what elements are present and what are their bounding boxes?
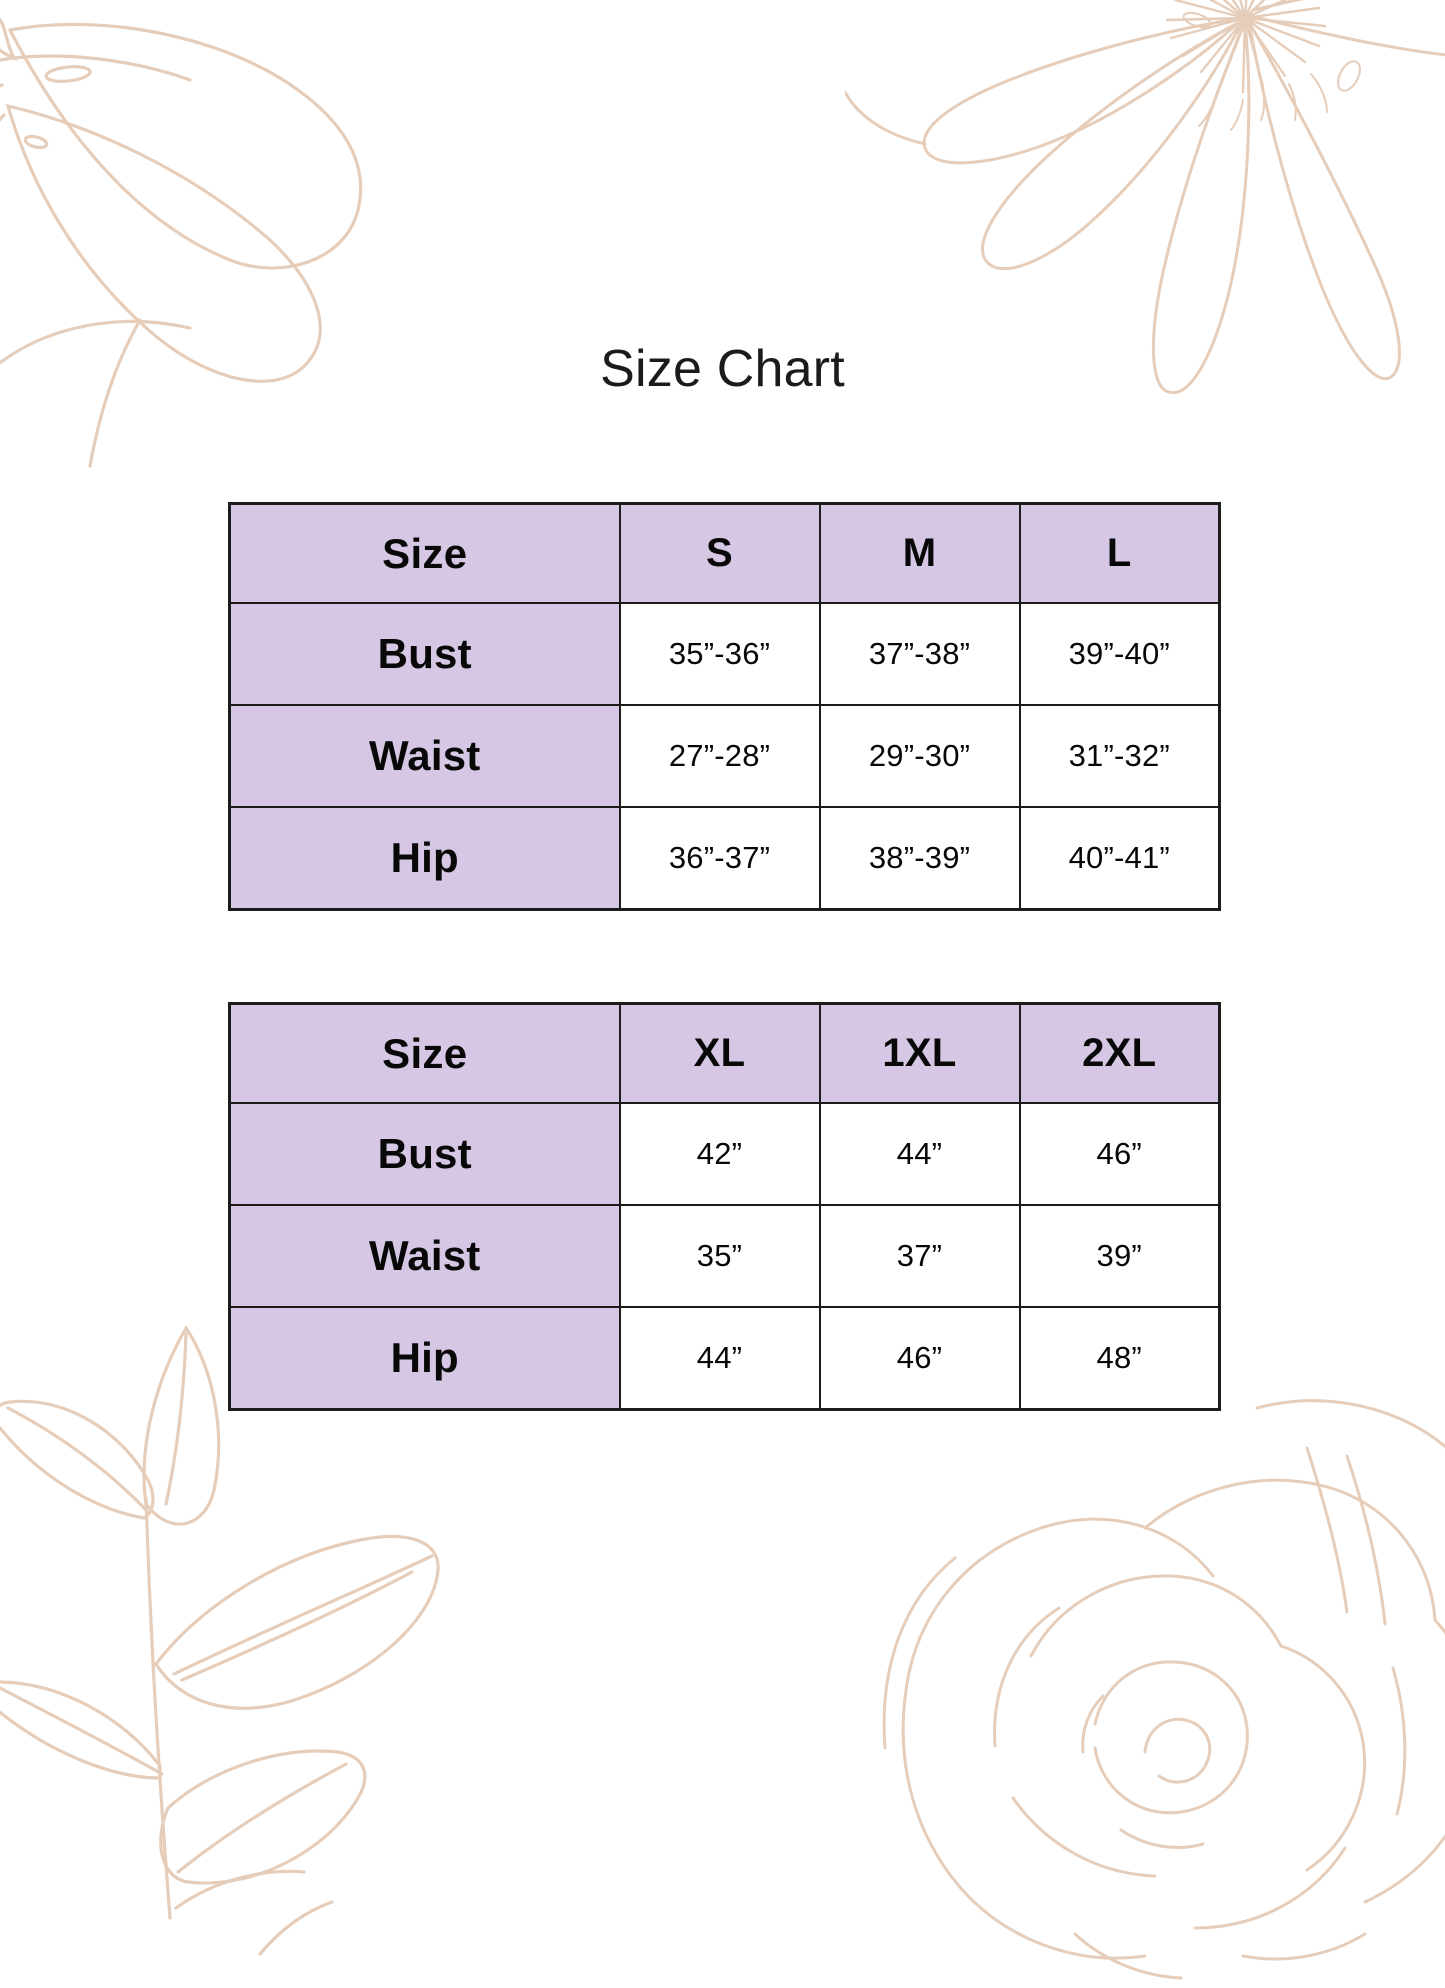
table-header-row: Size S M L (228, 502, 1221, 604)
row-label-bust: Bust (228, 602, 621, 706)
header-cell-m: M (818, 502, 1021, 604)
cell-hip-xl: 44” (618, 1306, 821, 1411)
page-title: Size Chart (600, 340, 845, 398)
cell-waist-s: 27”-28” (618, 704, 821, 808)
cell-waist-2xl: 39” (1018, 1204, 1221, 1308)
cell-hip-1xl: 46” (818, 1306, 1021, 1411)
table-row: Bust 35”-36” 37”-38” 39”-40” (228, 602, 1221, 706)
size-table-standard: Size S M L Bust 35”-36” 37”-38” 39”-40” … (228, 502, 1221, 911)
row-label-hip: Hip (228, 806, 621, 911)
table-row: Bust 42” 44” 46” (228, 1102, 1221, 1206)
table-row: Hip 36”-37” 38”-39” 40”-41” (228, 806, 1221, 911)
size-chart-page: Size Chart Size S M L Bust 35”-36” 37”-3… (228, 340, 1221, 1411)
cell-hip-m: 38”-39” (818, 806, 1021, 911)
table-header-row: Size XL 1XL 2XL (228, 1002, 1221, 1104)
row-label-hip: Hip (228, 1306, 621, 1411)
header-cell-l: L (1018, 502, 1221, 604)
header-cell-2xl: 2XL (1018, 1002, 1221, 1104)
cell-bust-1xl: 44” (818, 1102, 1021, 1206)
header-cell-size: Size (228, 502, 621, 604)
cell-hip-2xl: 48” (1018, 1306, 1221, 1411)
header-cell-1xl: 1XL (818, 1002, 1021, 1104)
table-row: Hip 44” 46” 48” (228, 1306, 1221, 1411)
size-table-extended: Size XL 1XL 2XL Bust 42” 44” 46” Waist 3… (228, 1002, 1221, 1411)
header-cell-xl: XL (618, 1002, 821, 1104)
cell-waist-l: 31”-32” (1018, 704, 1221, 808)
cell-waist-xl: 35” (618, 1204, 821, 1308)
cell-hip-l: 40”-41” (1018, 806, 1221, 911)
cell-hip-s: 36”-37” (618, 806, 821, 911)
header-cell-s: S (618, 502, 821, 604)
row-label-waist: Waist (228, 1204, 621, 1308)
header-cell-size: Size (228, 1002, 621, 1104)
cell-bust-m: 37”-38” (818, 602, 1021, 706)
row-label-waist: Waist (228, 704, 621, 808)
cell-waist-1xl: 37” (818, 1204, 1021, 1308)
table-row: Waist 27”-28” 29”-30” 31”-32” (228, 704, 1221, 808)
cell-bust-xl: 42” (618, 1102, 821, 1206)
cell-waist-m: 29”-30” (818, 704, 1021, 808)
cell-bust-2xl: 46” (1018, 1102, 1221, 1206)
table-row: Waist 35” 37” 39” (228, 1204, 1221, 1308)
cell-bust-s: 35”-36” (618, 602, 821, 706)
cell-bust-l: 39”-40” (1018, 602, 1221, 706)
row-label-bust: Bust (228, 1102, 621, 1206)
